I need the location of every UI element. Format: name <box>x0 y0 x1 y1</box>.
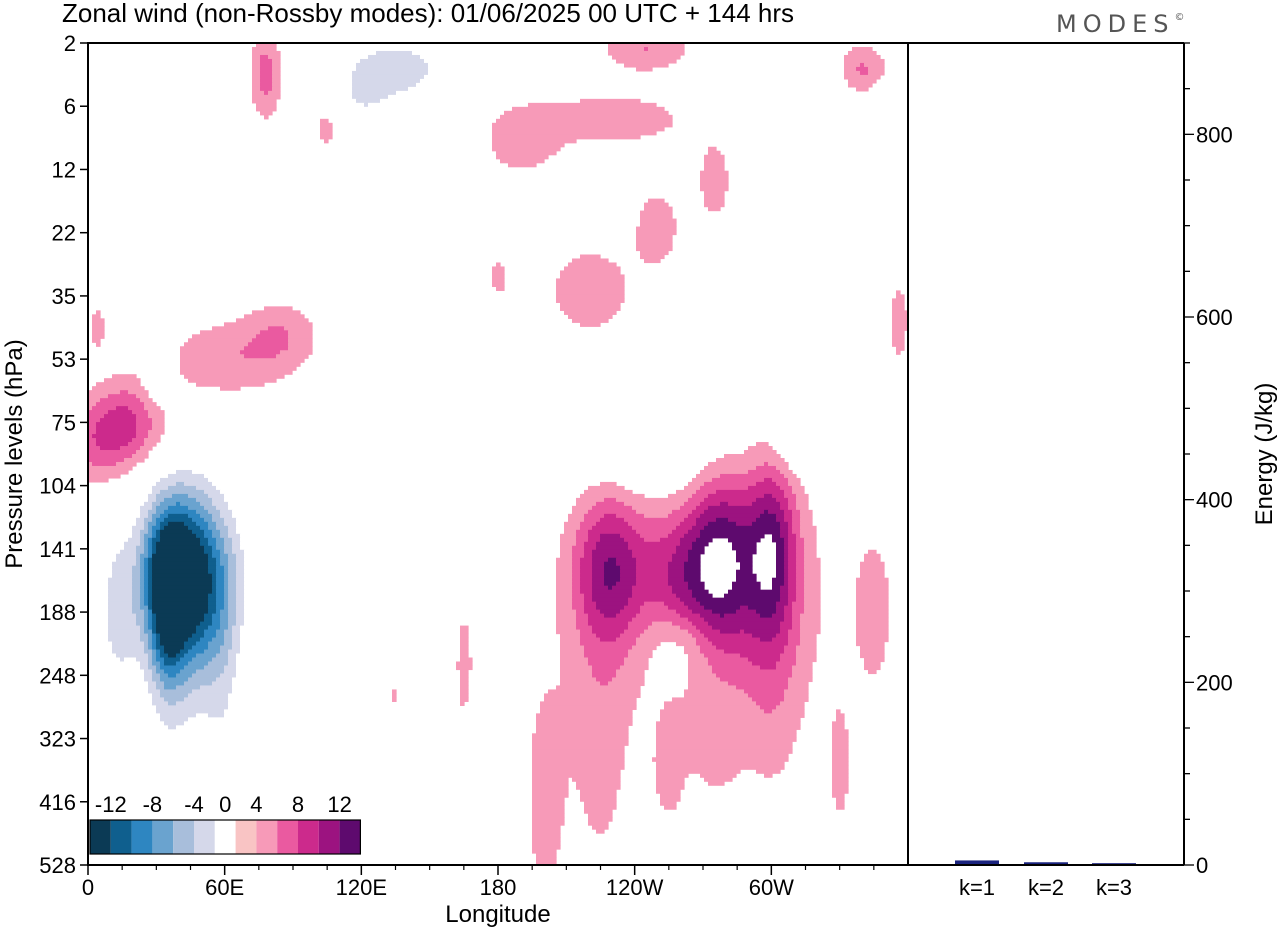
y-tick-label: 188 <box>39 600 76 625</box>
y-tick-label: 6 <box>64 94 76 119</box>
colorbar-tick-label: -4 <box>184 792 204 817</box>
x-tick-label: 120W <box>606 875 664 900</box>
energy-tick-label: 200 <box>1196 670 1233 695</box>
energy-category-label: k=2 <box>1028 875 1064 900</box>
energy-axis-label: Energy (J/kg) <box>1251 383 1278 526</box>
colorbar-swatch <box>194 820 215 854</box>
colorbar-swatch <box>235 820 257 854</box>
brand-logo: MODES© <box>1056 10 1190 38</box>
colorbar-swatch <box>339 820 361 854</box>
y-tick-label: 528 <box>39 853 76 878</box>
x-tick-label: 60W <box>749 875 794 900</box>
x-axis-ticks: 0 60E 120E 180 120W 60W <box>82 865 875 900</box>
x-tick-label: 60E <box>205 875 244 900</box>
energy-bars: k=1 k=2 k=3 <box>955 860 1136 900</box>
y-tick-label: 12 <box>52 157 76 182</box>
y-axis-ticks: 2 6 12 22 35 53 75 104 141 188 248 323 416 528 <box>39 31 88 878</box>
colorbar-swatch <box>277 820 298 854</box>
energy-tick-label: 400 <box>1196 488 1233 513</box>
chart-title: Zonal wind (non-Rossby modes): 01/06/202… <box>62 0 794 28</box>
y-tick-label: 141 <box>39 537 76 562</box>
colorbar-tick-label: 4 <box>250 792 262 817</box>
energy-bar <box>1024 862 1068 865</box>
colorbar-swatch <box>214 820 236 854</box>
colorbar-swatch <box>318 820 340 854</box>
colorbar-tick-label: -12 <box>95 792 127 817</box>
colorbar: -12 -8 -4 0 4 8 12 <box>88 782 388 862</box>
y-tick-label: 22 <box>52 221 76 246</box>
colorbar-swatch <box>110 820 132 854</box>
x-tick-label: 180 <box>480 875 517 900</box>
colorbar-tick-label: 0 <box>219 792 231 817</box>
y-tick-label: 104 <box>39 474 76 499</box>
y-tick-label: 35 <box>52 284 76 309</box>
y-axis-label: Pressure levels (hPa) <box>1 339 28 568</box>
energy-axis-ticks: 0 200 400 600 800 <box>1184 42 1233 878</box>
colorbar-tick-label: 8 <box>292 792 304 817</box>
y-tick-label: 75 <box>52 410 76 435</box>
brand-name: MODES <box>1056 10 1174 38</box>
brand-mark: © <box>1174 12 1190 23</box>
energy-bar <box>955 860 999 865</box>
energy-tick-label: 800 <box>1196 122 1233 147</box>
y-tick-label: 53 <box>52 347 76 372</box>
y-tick-label: 323 <box>39 727 76 752</box>
x-tick-label: 0 <box>82 875 94 900</box>
colorbar-swatch <box>152 820 174 854</box>
zonal-wind-field <box>88 43 909 866</box>
y-tick-label: 248 <box>39 663 76 688</box>
energy-category-label: k=1 <box>959 875 995 900</box>
colorbar-swatch <box>131 820 153 854</box>
colorbar-tick-label: 12 <box>327 792 351 817</box>
energy-tick-label: 0 <box>1196 853 1208 878</box>
x-tick-label: 120E <box>336 875 387 900</box>
y-tick-label: 2 <box>64 31 76 56</box>
colorbar-swatch <box>90 820 111 854</box>
colorbar-tick-label: -8 <box>143 792 163 817</box>
y-tick-label: 416 <box>39 790 76 815</box>
energy-category-label: k=3 <box>1096 875 1132 900</box>
colorbar-swatch <box>173 820 194 854</box>
colorbar-swatch <box>298 820 319 854</box>
colorbar-frame <box>89 819 361 855</box>
x-axis-label: Longitude <box>445 901 550 928</box>
colorbar-swatch <box>256 820 278 854</box>
energy-tick-label: 600 <box>1196 305 1233 330</box>
